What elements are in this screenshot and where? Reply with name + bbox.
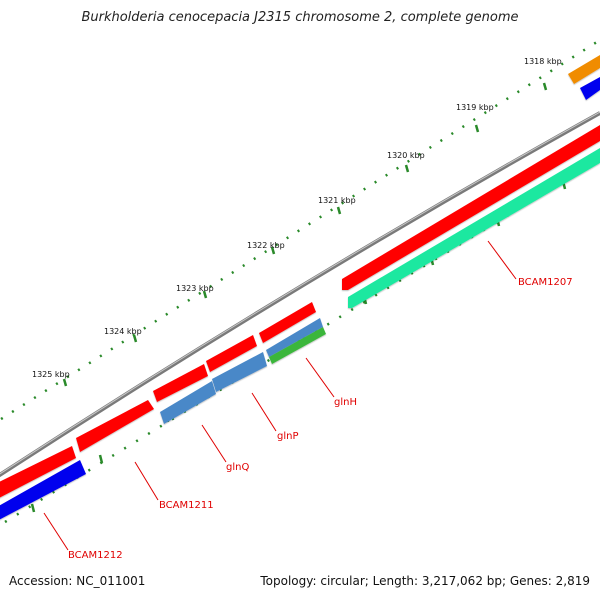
leader-bcam1211 — [134, 461, 159, 501]
gene-blue-top-feature[interactable] — [580, 77, 600, 100]
kbp-tick — [202, 290, 208, 299]
gene-labels: BCAM1207 glnH glnP glnQ BCAM1211 BCAM121… — [68, 277, 573, 561]
kbp-label: 1323 kbp — [176, 284, 214, 293]
kbp-label: 1322 kbp — [247, 241, 285, 250]
scale-ring — [0, 38, 600, 422]
leader-glnQ — [201, 424, 227, 463]
inner-tick — [30, 503, 36, 513]
kbp-tick — [474, 124, 480, 133]
genome-backbone-highlight — [0, 111, 600, 475]
kbp-label: 1320 kbp — [387, 151, 425, 160]
kbp-tick — [542, 82, 548, 91]
leader-glnP — [251, 392, 277, 432]
gene-features — [0, 55, 600, 522]
gene-glnQ-track[interactable] — [160, 381, 216, 424]
kbp-tick — [132, 334, 138, 343]
kbp-labels: 1318 kbp 1319 kbp 1320 kbp 1321 kbp 1322 kbp… — [32, 57, 562, 379]
gene-glnQ-arrow[interactable] — [153, 364, 208, 402]
kbp-label: 1324 kbp — [104, 327, 142, 336]
gene-label-bcam1211: BCAM1211 — [159, 500, 214, 511]
kbp-tick — [336, 206, 342, 215]
gene-glnP-arrow[interactable] — [206, 335, 257, 372]
inner-tick — [98, 454, 104, 464]
gene-label-glnP: glnP — [277, 431, 299, 442]
accession-text: Accession: NC_011001 — [9, 574, 146, 588]
kbp-tick — [404, 164, 410, 173]
kbp-tick — [62, 378, 68, 387]
gene-bcam1211-arrow[interactable] — [76, 400, 154, 452]
kbp-tick — [270, 246, 276, 255]
genome-backbone — [0, 111, 600, 478]
gene-bcam1207-arrow[interactable] — [342, 125, 600, 290]
gene-label-leaders — [43, 240, 517, 551]
genome-summary-text: Topology: circular; Length: 3,217,062 bp… — [260, 574, 590, 588]
inner-tick-ring — [4, 158, 600, 524]
gene-orange-feature[interactable] — [568, 55, 600, 84]
gene-glnH-arrow[interactable] — [259, 302, 316, 343]
gene-label-glnQ: glnQ — [226, 462, 249, 473]
kbp-ticks — [62, 82, 548, 387]
kbp-label: 1318 kbp — [524, 57, 562, 66]
kbp-label: 1321 kbp — [318, 196, 356, 205]
leader-glnH — [305, 357, 335, 398]
gene-glnH-track-green[interactable] — [269, 327, 326, 364]
scale-ring-dots — [0, 38, 600, 422]
leader-bcam1207 — [487, 240, 517, 280]
gene-bcam1212-track[interactable] — [0, 460, 86, 522]
kbp-label: 1319 kbp — [456, 103, 494, 112]
map-title: Burkholderia cenocepacia J2315 chromosom… — [81, 10, 519, 25]
gene-label-bcam1207: BCAM1207 — [518, 277, 573, 288]
gene-label-glnH: glnH — [334, 397, 357, 408]
gene-glnP-track[interactable] — [212, 352, 267, 392]
gene-glnH-track-blue[interactable] — [266, 318, 323, 357]
kbp-label: 1325 kbp — [32, 370, 70, 379]
leader-bcam1212 — [43, 512, 69, 551]
gene-bcam1212-arrow[interactable] — [0, 446, 76, 500]
gene-label-bcam1212: BCAM1212 — [68, 550, 123, 561]
gene-bcam1207-track[interactable] — [348, 148, 600, 308]
